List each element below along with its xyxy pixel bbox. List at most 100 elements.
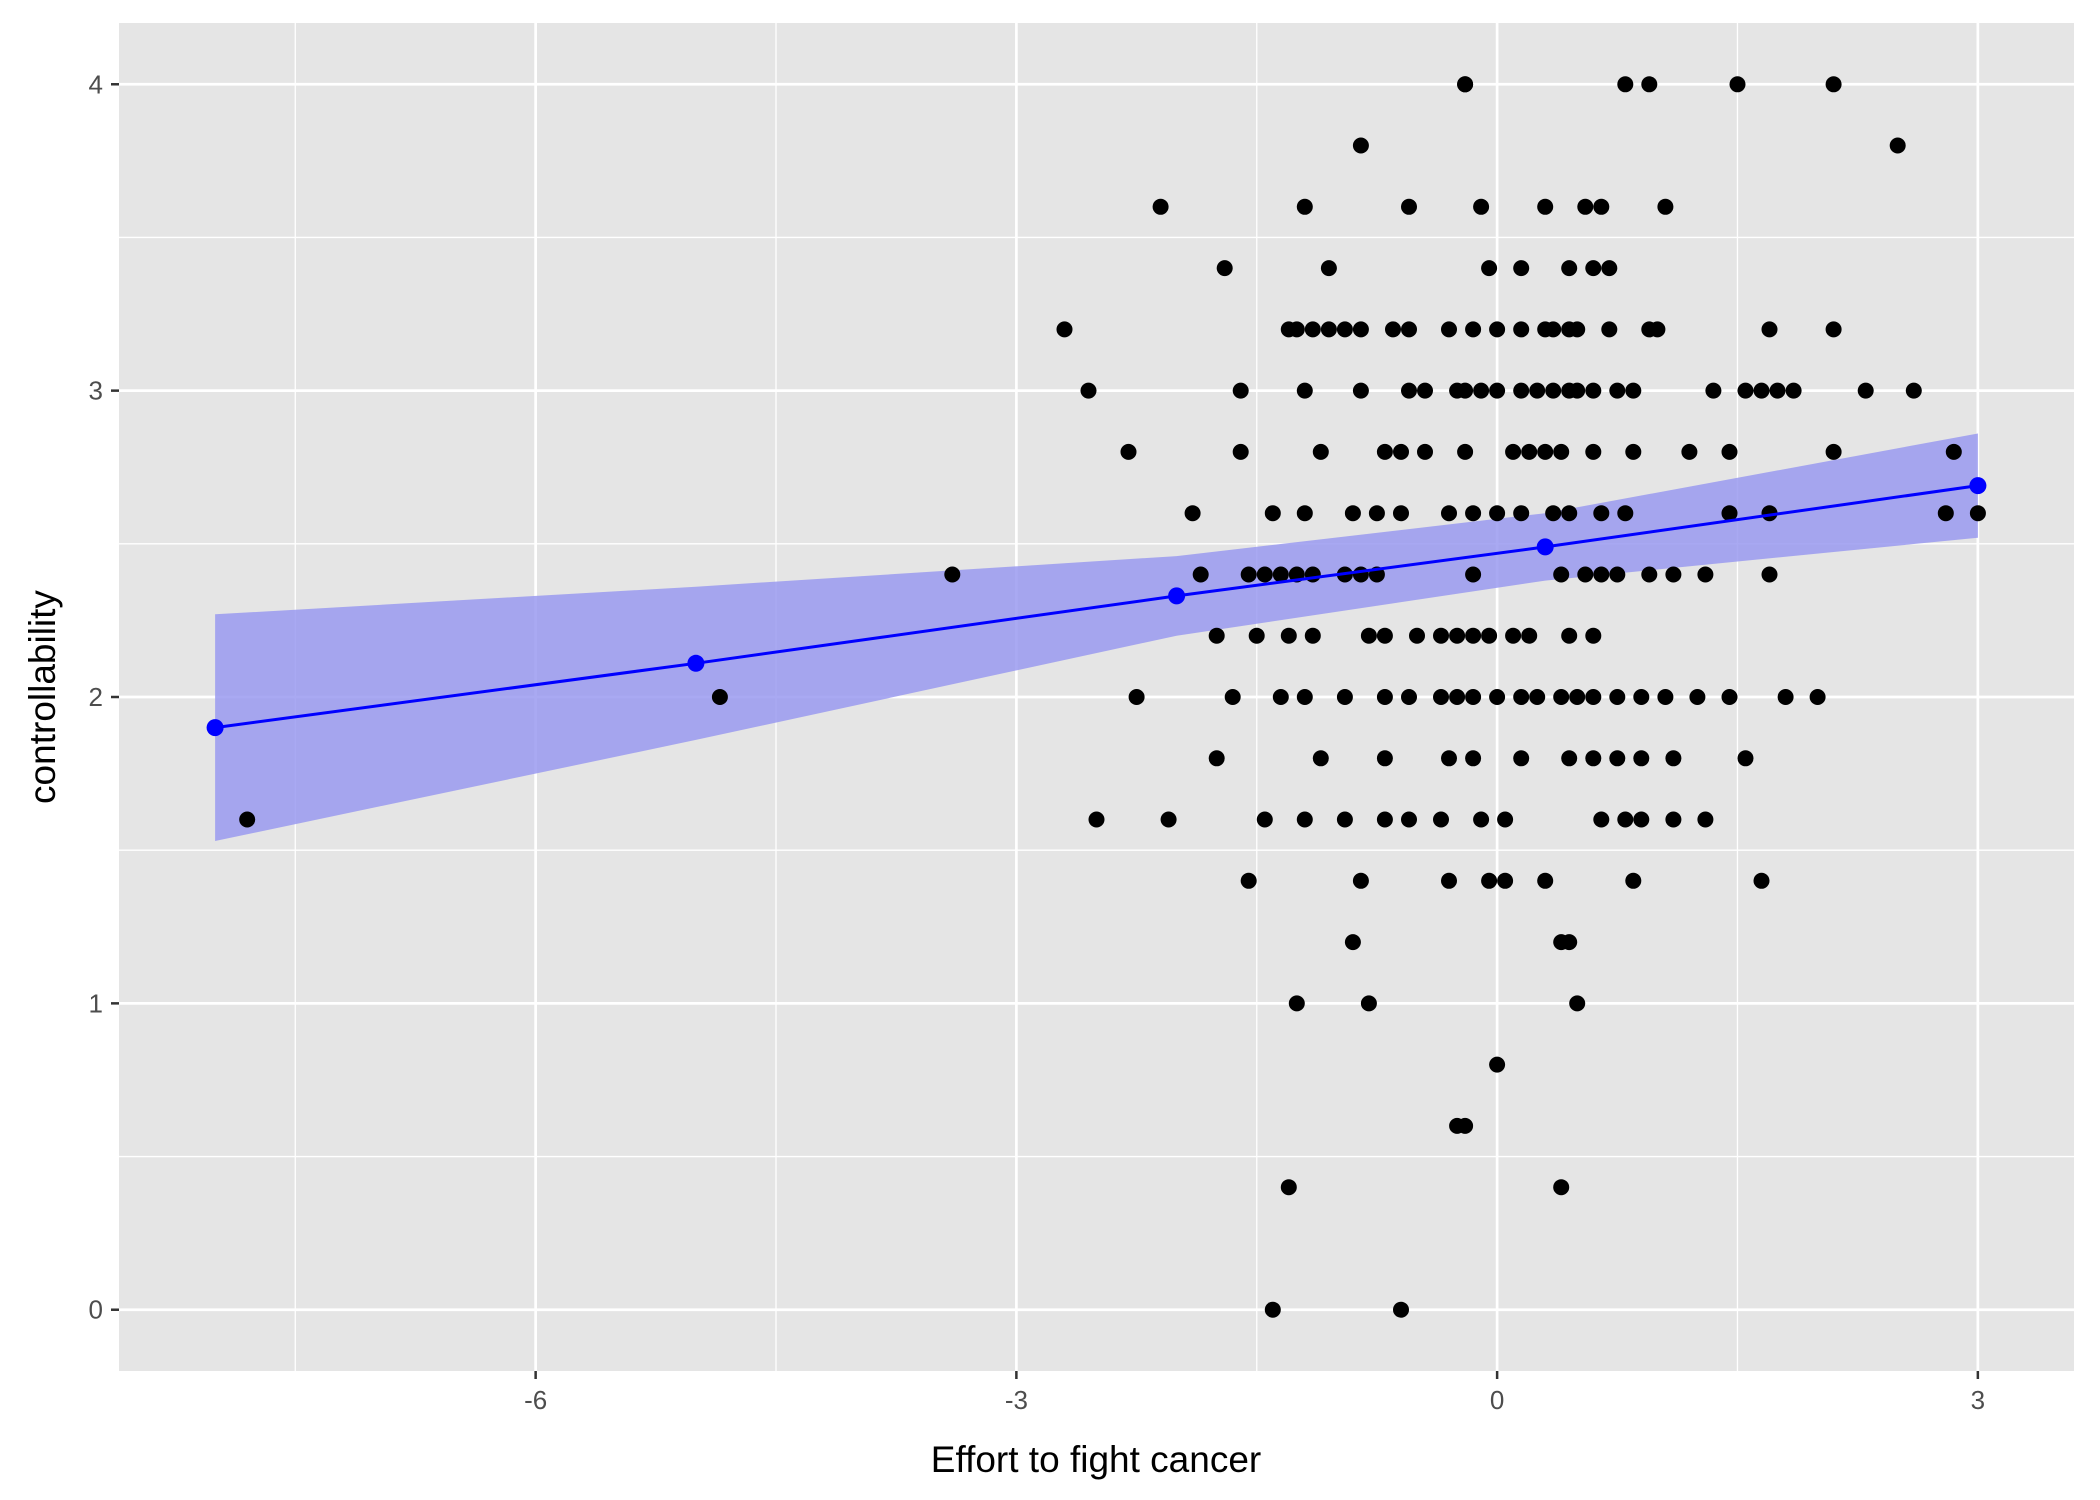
data-point bbox=[1537, 443, 1554, 460]
data-point bbox=[1665, 566, 1682, 583]
data-point bbox=[1344, 934, 1361, 951]
data-point bbox=[1721, 443, 1738, 460]
data-point bbox=[1264, 505, 1281, 522]
data-point bbox=[1184, 505, 1201, 522]
data-point bbox=[1152, 198, 1169, 215]
data-point bbox=[1641, 76, 1658, 93]
data-point bbox=[1593, 198, 1610, 215]
data-point bbox=[1521, 627, 1538, 644]
y-axis-title: controllability bbox=[22, 590, 63, 804]
data-point bbox=[1433, 811, 1449, 828]
data-point bbox=[1753, 872, 1770, 889]
data-point bbox=[1545, 382, 1562, 399]
data-point bbox=[1665, 811, 1682, 828]
data-point bbox=[1192, 566, 1209, 583]
data-point bbox=[1497, 811, 1514, 828]
data-point bbox=[1545, 505, 1562, 522]
data-point bbox=[1336, 811, 1353, 828]
data-point bbox=[1409, 627, 1425, 644]
data-point bbox=[1585, 443, 1602, 460]
data-point bbox=[1513, 750, 1530, 767]
confidence-ribbon bbox=[215, 433, 1978, 841]
data-point bbox=[1937, 505, 1954, 522]
data-point bbox=[1569, 995, 1586, 1012]
data-point bbox=[1905, 382, 1922, 399]
data-point bbox=[1569, 689, 1586, 705]
data-point bbox=[1376, 627, 1393, 644]
data-point bbox=[1232, 443, 1249, 460]
data-point bbox=[1256, 566, 1273, 583]
data-point bbox=[1473, 811, 1490, 828]
data-point bbox=[1529, 689, 1546, 705]
data-point bbox=[1513, 260, 1530, 277]
data-point bbox=[1296, 382, 1313, 399]
data-point bbox=[1449, 627, 1466, 644]
data-point bbox=[1208, 627, 1225, 644]
data-point bbox=[1825, 321, 1842, 338]
data-point bbox=[1441, 505, 1457, 522]
data-point bbox=[1352, 321, 1369, 338]
data-point bbox=[1617, 76, 1634, 93]
data-point bbox=[1577, 566, 1594, 583]
fit-point bbox=[1969, 477, 1987, 495]
data-point bbox=[1393, 505, 1409, 522]
x-tick-label: 3 bbox=[1971, 1385, 1985, 1415]
data-point bbox=[1505, 443, 1522, 460]
data-point bbox=[1465, 566, 1482, 583]
data-point bbox=[1601, 260, 1618, 277]
y-tick-label: 4 bbox=[89, 69, 103, 99]
data-point bbox=[1320, 260, 1337, 277]
data-point bbox=[1344, 505, 1361, 522]
data-point bbox=[1513, 321, 1530, 338]
data-point bbox=[1465, 627, 1482, 644]
data-point bbox=[1465, 689, 1482, 705]
data-point bbox=[1248, 627, 1265, 644]
data-point bbox=[1481, 872, 1498, 889]
data-point bbox=[1264, 1301, 1281, 1318]
data-point bbox=[1312, 443, 1329, 460]
data-point bbox=[1609, 689, 1626, 705]
data-point bbox=[1473, 198, 1490, 215]
data-point bbox=[1457, 382, 1474, 399]
data-point bbox=[1561, 934, 1578, 951]
data-point bbox=[1304, 627, 1321, 644]
data-point bbox=[1280, 1179, 1297, 1196]
data-point bbox=[1457, 76, 1474, 93]
fit-line-layer bbox=[206, 477, 1987, 737]
data-point bbox=[944, 566, 961, 583]
data-point bbox=[1513, 689, 1530, 705]
data-point bbox=[711, 689, 728, 705]
data-point bbox=[1320, 321, 1337, 338]
fit-point bbox=[1536, 538, 1554, 556]
data-point bbox=[1609, 566, 1626, 583]
data-point bbox=[1777, 689, 1794, 705]
data-point bbox=[1513, 505, 1530, 522]
data-point bbox=[1585, 627, 1602, 644]
data-point bbox=[1553, 1179, 1570, 1196]
data-point bbox=[1489, 321, 1506, 338]
data-point bbox=[1352, 382, 1369, 399]
data-point bbox=[1689, 689, 1706, 705]
data-point bbox=[1441, 872, 1457, 889]
data-point bbox=[1649, 321, 1666, 338]
data-point bbox=[1360, 995, 1377, 1012]
data-point bbox=[1585, 689, 1602, 705]
data-point bbox=[1569, 382, 1586, 399]
data-point bbox=[1336, 321, 1353, 338]
data-point bbox=[1296, 689, 1313, 705]
data-point bbox=[1809, 689, 1826, 705]
data-point bbox=[1729, 76, 1746, 93]
data-point bbox=[1080, 382, 1097, 399]
data-point bbox=[1553, 566, 1570, 583]
data-point bbox=[1465, 750, 1482, 767]
data-point bbox=[1441, 750, 1457, 767]
data-point bbox=[1617, 505, 1634, 522]
data-point bbox=[1537, 872, 1554, 889]
data-point bbox=[1857, 382, 1874, 399]
data-point bbox=[1521, 443, 1538, 460]
data-point bbox=[1505, 627, 1522, 644]
data-point bbox=[1449, 689, 1466, 705]
data-point bbox=[1633, 811, 1650, 828]
data-point bbox=[1561, 260, 1578, 277]
